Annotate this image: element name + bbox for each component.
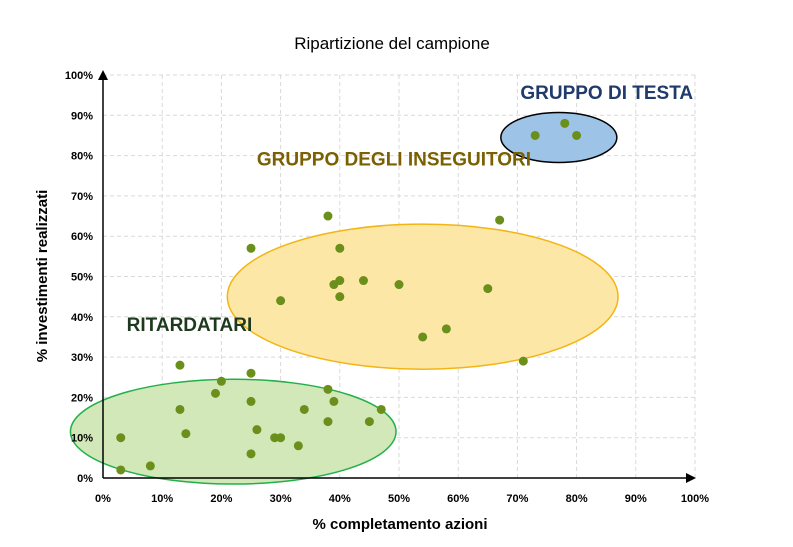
data-point (181, 429, 191, 439)
data-point (276, 296, 286, 306)
group-ellipse (69, 378, 397, 485)
data-point (299, 404, 309, 414)
data-point (518, 356, 528, 366)
data-point (246, 368, 256, 378)
x-tick-label: 40% (329, 493, 351, 505)
y-tick-labels: 0% 10% 20% 30% 40% 50% 60% 70% 80% 90% 100% (65, 70, 93, 485)
data-point (116, 465, 126, 475)
data-point (175, 404, 185, 414)
chart-title: Ripartizione del campione (294, 34, 490, 53)
y-tick-label: 20% (71, 392, 93, 404)
x-tick-label: 80% (566, 493, 588, 505)
data-point (252, 425, 262, 435)
data-point (560, 118, 570, 128)
group-ellipses (69, 111, 619, 485)
x-tick-label: 90% (625, 493, 647, 505)
data-point (145, 461, 155, 471)
group-ellipse (226, 223, 619, 370)
data-point (394, 280, 404, 290)
data-point (246, 243, 256, 253)
data-point (276, 433, 286, 443)
data-point (483, 284, 493, 294)
y-tick-label: 90% (71, 110, 93, 122)
data-point (116, 433, 126, 443)
data-point (441, 324, 451, 334)
x-tick-label: 100% (681, 493, 709, 505)
group-label: RITARDATARI (127, 315, 253, 336)
data-point (335, 292, 345, 302)
data-point (572, 130, 582, 140)
data-point (329, 396, 339, 406)
data-point (323, 417, 333, 427)
x-tick-label: 10% (151, 493, 173, 505)
data-point (323, 384, 333, 394)
y-tick-label: 100% (65, 70, 93, 82)
group-labels: RITARDATARI GRUPPO DEGLI INSEGUITORI GRUPP… (127, 83, 694, 336)
x-tick-label: 0% (95, 493, 111, 505)
data-point (335, 243, 345, 253)
data-point (530, 130, 540, 140)
data-point (358, 276, 368, 286)
data-point (293, 441, 303, 451)
data-point (216, 376, 226, 386)
x-tick-labels: 0% 10% 20% 30% 40% 50% 60% 70% 80% 90% 100% (95, 493, 709, 505)
y-tick-label: 60% (71, 231, 93, 243)
data-point (376, 404, 386, 414)
data-point (210, 388, 220, 398)
x-tick-label: 30% (270, 493, 292, 505)
y-tick-label: 80% (71, 151, 93, 163)
data-point (175, 360, 185, 370)
x-tick-label: 60% (447, 493, 469, 505)
data-point (246, 396, 256, 406)
x-tick-label: 70% (506, 493, 528, 505)
group-label: GRUPPO DEGLI INSEGUITORI (257, 150, 531, 171)
y-tick-label: 40% (71, 312, 93, 324)
x-tick-label: 20% (210, 493, 232, 505)
data-point (418, 332, 428, 342)
x-axis-title: % completamento azioni (312, 516, 487, 533)
y-tick-label: 50% (71, 272, 93, 284)
y-tick-label: 30% (71, 352, 93, 364)
data-point (323, 211, 333, 221)
y-tick-label: 70% (71, 191, 93, 203)
group-label: GRUPPO DI TESTA (520, 83, 693, 104)
data-point (495, 215, 505, 225)
data-points (116, 118, 582, 475)
x-tick-label: 50% (388, 493, 410, 505)
y-tick-label: 0% (77, 473, 93, 485)
y-axis-title: % investimenti realizzati (34, 190, 51, 363)
y-tick-label: 10% (71, 433, 93, 445)
data-point (335, 276, 345, 286)
data-point (364, 417, 374, 427)
data-point (246, 449, 256, 459)
group-ellipse (500, 111, 618, 164)
